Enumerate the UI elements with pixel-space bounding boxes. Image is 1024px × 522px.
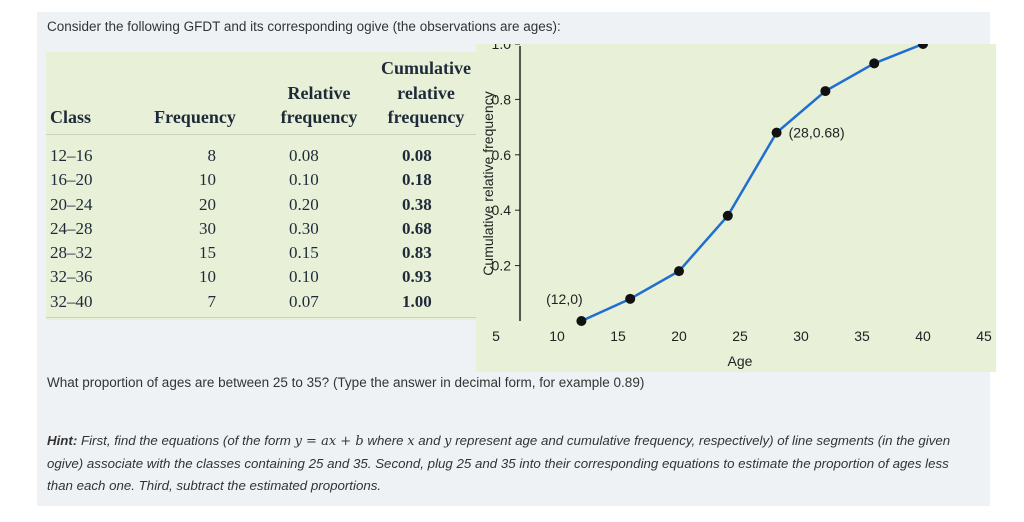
relative-frequency-cell: 0.30 [289,218,319,238]
intro-text: Consider the following GFDT and its corr… [47,19,561,34]
y-tick-label: 1.0 [492,44,512,52]
header-cumulative-line3: frequency [387,107,465,127]
data-point [869,58,880,69]
class-cell: 32–40 [50,291,93,311]
x-tick-label: 10 [549,328,565,344]
data-point [625,293,636,304]
data-point [918,44,928,49]
x-tick-label: 15 [610,328,626,344]
frequency-cell: 30 [199,218,216,238]
relative-frequency-cell: 0.07 [289,291,319,311]
y-axis-label: Cumulative relative frequency [480,91,496,275]
cumulative-frequency-cell: 0.18 [402,170,432,190]
header-cumulative-line2: relative [397,83,455,103]
gfdt-table: Cumulative Relative relative Class Frequ… [46,52,476,320]
hint-label: Hint: [47,433,78,448]
y-tick-label: 0.2 [492,258,512,274]
x-tick-label: 5 [492,328,500,344]
data-point [820,86,831,97]
data-point [576,316,587,326]
frequency-column: 8 10 20 30 15 10 7 [176,144,216,314]
ogive-line [580,44,924,323]
data-point [674,266,684,277]
class-cell: 16–20 [50,170,93,190]
hint-part1: First, find the equations (of the form [77,433,295,448]
class-cell: 28–32 [50,243,93,263]
header-frequency: Frequency [154,107,236,127]
cumulative-frequency-cell: 0.38 [402,194,432,214]
header-relative-line1: Relative [287,83,351,103]
hint-equation: y = ax + b [294,434,364,449]
frequency-cell: 15 [199,243,216,263]
hint-part3: and [414,433,445,448]
annotation-label: (28,0.68) [789,125,845,141]
hint-part2: where [363,433,408,448]
relative-frequency-cell: 0.10 [289,267,319,287]
relative-frequency-cell: 0.20 [289,194,319,214]
data-point [771,127,782,138]
ogive-chart: 0.2 0.4 0.6 0.8 1.0 5 10 15 20 25 30 35 40 45 Cumulati… [476,44,996,372]
class-column: 12–16 16–20 20–24 24–28 28–32 32–36 32–4… [50,144,93,314]
cumulative-frequency-column: 0.08 0.18 0.38 0.68 0.83 0.93 1.00 [402,144,432,314]
frequency-cell: 20 [199,194,216,214]
x-tick-label: 35 [854,328,870,344]
hint-text: Hint: First, find the equations (of the … [47,430,977,497]
cumulative-frequency-cell: 0.93 [402,267,432,287]
header-class: Class [50,107,92,127]
x-tick-label: 30 [793,328,809,344]
relative-frequency-column: 0.08 0.10 0.20 0.30 0.15 0.10 0.07 [289,144,319,314]
y-tick-label: 0.6 [492,147,512,163]
cumulative-frequency-cell: 0.68 [402,218,432,238]
x-tick-label: 20 [671,328,687,344]
data-point [722,210,733,221]
relative-frequency-cell: 0.15 [289,243,319,263]
chart-background [476,44,996,372]
frequency-cell: 10 [199,267,216,287]
x-tick-label: 40 [915,328,931,344]
hint-var-y: y [444,434,452,449]
hint-var-x: x [407,434,415,449]
cumulative-frequency-cell: 0.83 [402,243,432,263]
x-tick-label: 45 [976,328,992,344]
y-tick-label: 0.8 [492,91,512,107]
class-cell: 24–28 [50,218,93,238]
header-cumulative-line1: Cumulative [381,58,471,78]
y-tick-label: 0.4 [492,202,512,218]
header-divider [46,134,476,135]
cumulative-frequency-cell: 0.08 [402,146,432,165]
frequency-cell: 7 [207,291,217,311]
class-cell: 32–36 [50,267,93,287]
class-cell: 12–16 [50,146,93,165]
annotation-label: (12,0) [546,291,583,307]
x-axis-label: Age [728,353,753,369]
header-relative-line2: frequency [280,107,358,127]
cumulative-frequency-cell: 1.00 [402,291,432,311]
relative-frequency-cell: 0.08 [289,146,319,165]
table-bottom-divider [46,317,476,318]
x-tick-label: 25 [732,328,748,344]
frequency-cell: 8 [207,146,217,165]
hint-part4: represent age and cumulative frequency, … [47,433,951,493]
class-cell: 20–24 [50,194,93,214]
frequency-cell: 10 [199,170,216,190]
question-text: What proportion of ages are between 25 t… [47,375,645,390]
relative-frequency-cell: 0.10 [289,170,319,190]
